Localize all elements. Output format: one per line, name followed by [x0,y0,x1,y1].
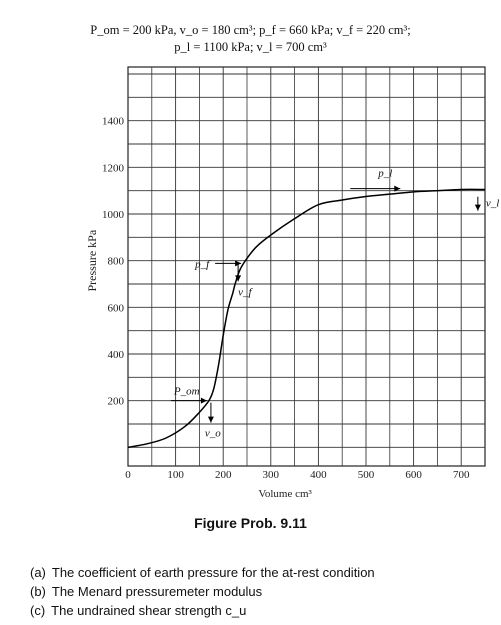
header-line-1: P_om = 200 kPa, v_o = 180 cm³; p_f = 660… [90,23,411,37]
x-tick-label: 500 [358,469,375,481]
p-l-arrow-head [394,185,401,192]
header-line-2: p_l = 1100 kPa; v_l = 700 cm³ [174,40,327,54]
v-f-label: v_f [238,286,253,298]
x-tick-label: 700 [453,469,470,481]
series [127,188,486,449]
y-tick-label: 1000 [102,209,125,221]
x-tick-label: 400 [310,469,327,481]
question-c: (c) The undrained shear strength c_u [30,601,375,620]
question-list: (a) The coefficient of earth pressure for… [30,563,375,620]
question-b: (b) The Menard pressuremeter modulus [30,582,375,601]
question-a: (a) The coefficient of earth pressure for… [30,563,375,582]
annotations: P_om v_o p_f v_f p_l v_l [170,168,499,440]
x-tick-label: 600 [405,469,422,481]
p-om-label: P_om [173,386,200,398]
y-tick-label: 800 [108,256,125,268]
pressure-volume-curve [127,188,486,449]
p-l-label: p_l [377,168,392,180]
x-tick-label: 0 [125,469,131,481]
question-a-text: The coefficient of earth pressure for th… [51,565,375,580]
x-axis-label: Volume cm³ [258,488,312,500]
x-tick-label: 300 [263,469,280,481]
question-c-mark: (c) [30,603,46,618]
p-f-label: p_f [194,258,211,270]
y-tick-label: 200 [108,396,125,408]
v-o-label: v_o [205,428,221,440]
v-o-arrow-head [207,416,214,423]
y-tick-label: 600 [108,302,125,314]
v-f-arrow-head [235,275,242,282]
v-l-arrow-head [474,204,481,211]
y-tick-label: 1400 [102,116,125,128]
question-b-text: The Menard pressuremeter modulus [51,584,263,599]
grid [127,66,486,467]
v-l-label: v_l [486,198,499,210]
axes: 0 100 200 300 400 500 600 700 200 400 600 800 1000 12… [85,116,470,500]
question-c-text: The undrained shear strength c_u [51,603,247,618]
question-a-mark: (a) [30,565,46,580]
problem-data-header: P_om = 200 kPa, v_o = 180 cm³; p_f = 660… [0,22,501,56]
plot-frame [127,66,486,467]
x-tick-label: 200 [215,469,232,481]
x-tick-label: 100 [167,469,184,481]
p-om-arrow-head [200,397,207,404]
y-tick-label: 1200 [102,162,125,174]
question-b-mark: (b) [30,584,46,599]
y-axis-label: Pressure kPa [85,229,99,291]
y-tick-label: 400 [108,349,125,361]
figure-caption: Figure Prob. 9.11 [194,515,307,531]
